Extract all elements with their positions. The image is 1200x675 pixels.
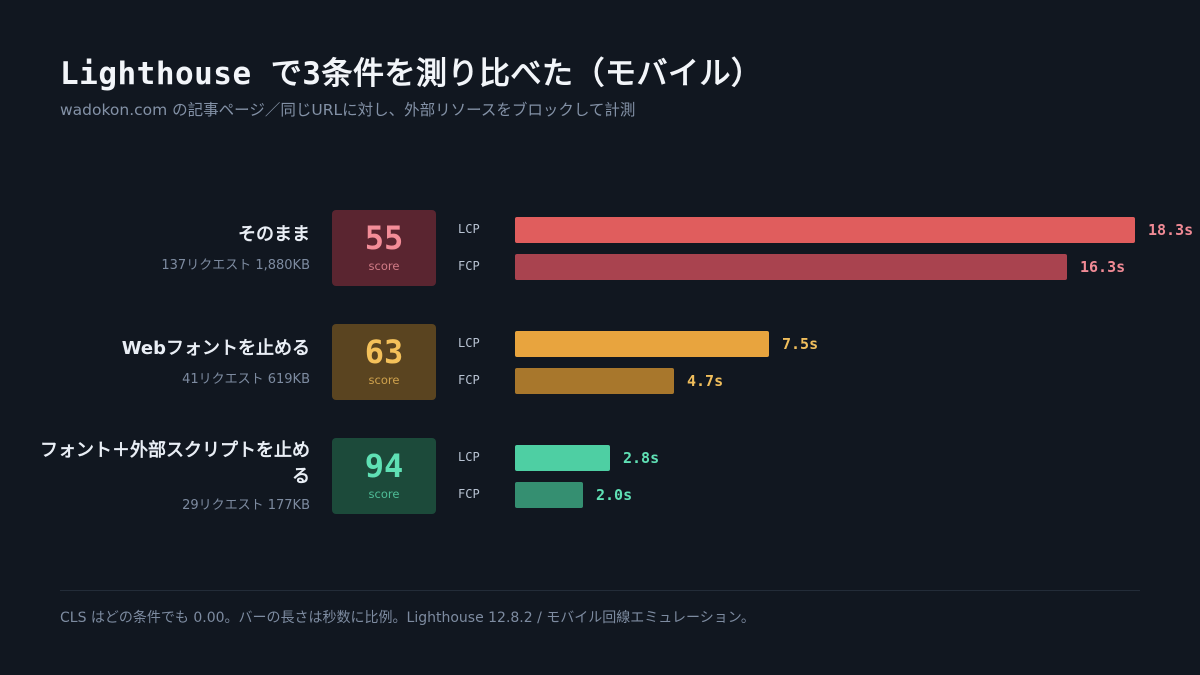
fcp-bar — [515, 482, 583, 508]
divider — [60, 590, 1140, 591]
score-label: score — [368, 259, 400, 273]
condition-meta: 41リクエスト 619KB — [182, 372, 310, 387]
fcp-label: FCP — [458, 487, 480, 501]
score-label: score — [368, 373, 400, 387]
fcp-value: 2.0s — [596, 486, 633, 504]
fcp-label: FCP — [458, 259, 480, 273]
lcp-bar — [515, 331, 769, 357]
fcp-bar — [515, 254, 1067, 280]
lcp-value: 7.5s — [782, 335, 819, 353]
fcp-bar — [515, 368, 674, 394]
fcp-value: 4.7s — [687, 372, 724, 390]
lcp-value: 2.8s — [623, 449, 660, 467]
lcp-bar — [515, 217, 1135, 243]
chart-title: Lighthouse で3条件を測り比べた（モバイル） — [60, 56, 763, 92]
score-value: 55 — [364, 219, 404, 257]
score-badge: 94 score — [332, 438, 436, 514]
score-label: score — [368, 487, 400, 501]
condition-row: フォント＋外部スクリプトを止める 29リクエスト 177KB 94 score LCP 2… — [0, 438, 1200, 518]
condition-row: そのまま 137リクエスト 1,880KB 55 score LCP 18.3s FCP 16… — [0, 210, 1200, 290]
condition-name: フォント＋外部スクリプトを止める — [40, 440, 310, 487]
score-value: 94 — [364, 447, 404, 485]
score-badge: 63 score — [332, 324, 436, 400]
fcp-label: FCP — [458, 373, 480, 387]
footnote: CLS はどの条件でも 0.00。バーの長さは秒数に比例。Lighthouse … — [60, 610, 755, 626]
lcp-label: LCP — [458, 222, 480, 236]
chart-subtitle: wadokon.com の記事ページ／同じURLに対し、外部リソースをブロックし… — [60, 101, 636, 119]
score-badge: 55 score — [332, 210, 436, 286]
lcp-label: LCP — [458, 336, 480, 350]
condition-row: Webフォントを止める 41リクエスト 619KB 63 score LCP 7.5s FC… — [0, 324, 1200, 404]
fcp-value: 16.3s — [1080, 258, 1126, 276]
condition-name: そのまま — [238, 224, 310, 245]
condition-meta: 137リクエスト 1,880KB — [161, 258, 310, 273]
lcp-label: LCP — [458, 450, 480, 464]
score-value: 63 — [364, 333, 404, 371]
condition-name: Webフォントを止める — [121, 338, 310, 359]
lcp-value: 18.3s — [1148, 221, 1194, 239]
condition-meta: 29リクエスト 177KB — [182, 498, 310, 513]
lcp-bar — [515, 445, 610, 471]
